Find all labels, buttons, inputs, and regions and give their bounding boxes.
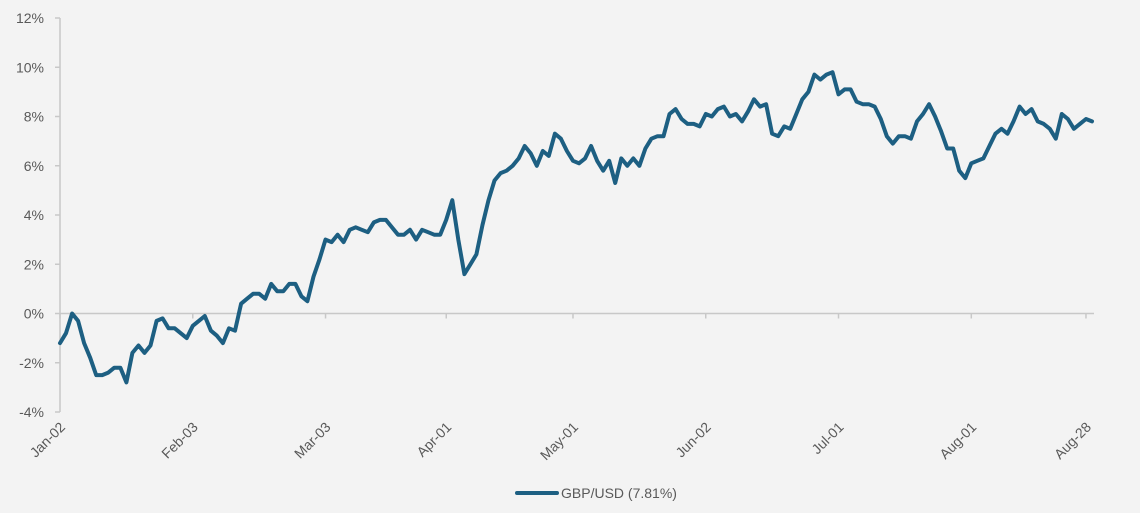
series-line-gbp-usd [58, 70, 1094, 385]
chart-axes [55, 17, 1094, 413]
y-tick-label: 0% [24, 306, 44, 322]
legend-label: GBP/USD (7.81%) [561, 485, 677, 501]
y-tick-label: 10% [16, 59, 44, 75]
series-layer [58, 70, 1094, 385]
y-tick-label: 6% [24, 158, 44, 174]
y-tick-label: 12% [16, 10, 44, 26]
y-tick-label: 4% [24, 207, 44, 223]
legend: GBP/USD (7.81%) [515, 485, 677, 501]
y-tick-label: 2% [24, 256, 44, 272]
y-tick-label: 8% [24, 109, 44, 125]
y-axis-labels: -4% -2% 0% 2% 4% 6% 8% 10% 12% [16, 10, 44, 420]
y-tick-label: -4% [19, 404, 44, 420]
y-tick-label: -2% [19, 355, 44, 371]
